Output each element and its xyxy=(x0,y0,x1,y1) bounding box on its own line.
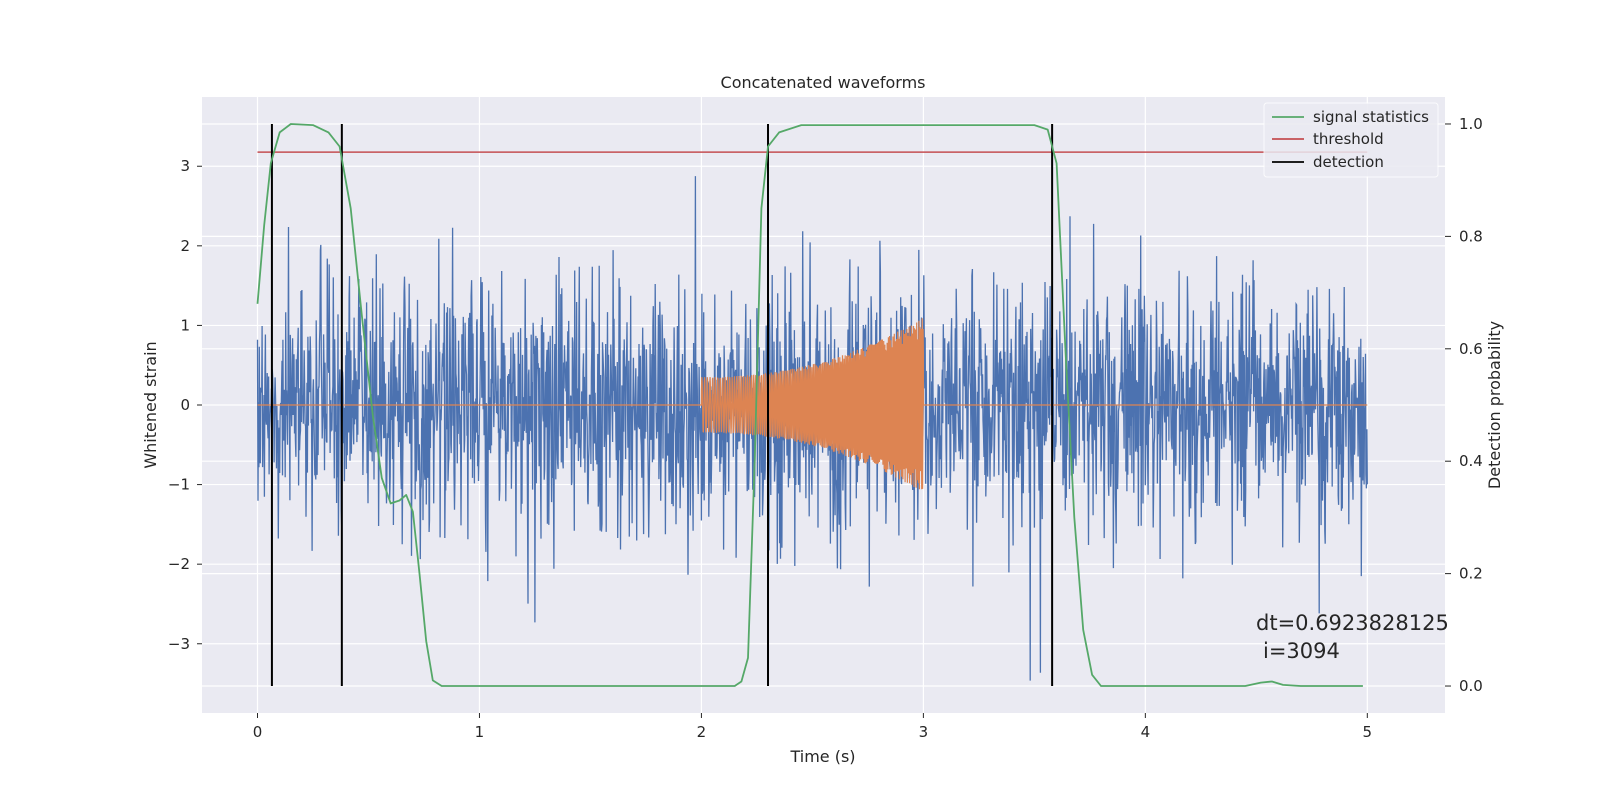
series-signal-statistics xyxy=(256,123,1363,687)
x-axis-label: Time (s) xyxy=(789,747,855,766)
y-right-tick-label: 0.6 xyxy=(1459,340,1483,358)
legend-box xyxy=(1263,102,1439,178)
chart-title: Concatenated waveforms xyxy=(721,73,926,92)
y-left-tick-label: −3 xyxy=(168,635,190,653)
y-right-tick-label: 0.8 xyxy=(1459,227,1483,245)
legend-label-threshold: threshold xyxy=(1313,130,1384,148)
annotation-i: i=3094 xyxy=(1263,639,1340,663)
y-left-tick-label: 2 xyxy=(180,237,190,255)
y-left-tick-label: 0 xyxy=(180,396,190,414)
y-left-tick-label: −2 xyxy=(168,555,190,573)
y-left-tick-label: 3 xyxy=(180,157,190,175)
x-tick-label: 3 xyxy=(919,723,929,741)
x-tick-label: 0 xyxy=(253,723,263,741)
x-tick-label: 4 xyxy=(1141,723,1151,741)
y-left-tick-label: −1 xyxy=(168,476,190,494)
y-axis-label-right: Detection probability xyxy=(1485,321,1504,489)
legend-label-signal-statistics: signal statistics xyxy=(1313,108,1429,126)
y-right-tick-label: 0.2 xyxy=(1459,565,1483,583)
ticks: 0 1 2 3 4 5 −3 −2 −1 0 1 2 3 0.0 0.2 0.4 0.6 0.8 1.0 xyxy=(168,115,1483,741)
y-left-tick-label: 1 xyxy=(180,316,190,334)
data-layer xyxy=(256,123,1368,687)
y-right-tick-label: 1.0 xyxy=(1459,115,1483,133)
x-tick-label: 1 xyxy=(475,723,485,741)
legend: signal statistics threshold detection xyxy=(1263,102,1439,178)
y-right-tick-label: 0.4 xyxy=(1459,452,1483,470)
y-right-tick-label: 0.0 xyxy=(1459,677,1483,695)
annotation-dt: dt=0.6923828125 xyxy=(1256,611,1449,635)
x-tick-label: 2 xyxy=(697,723,707,741)
series-chirp xyxy=(257,318,1368,490)
x-tick-label: 5 xyxy=(1363,723,1373,741)
legend-label-detection: detection xyxy=(1313,153,1384,171)
y-axis-label-left: Whitened strain xyxy=(141,341,160,468)
